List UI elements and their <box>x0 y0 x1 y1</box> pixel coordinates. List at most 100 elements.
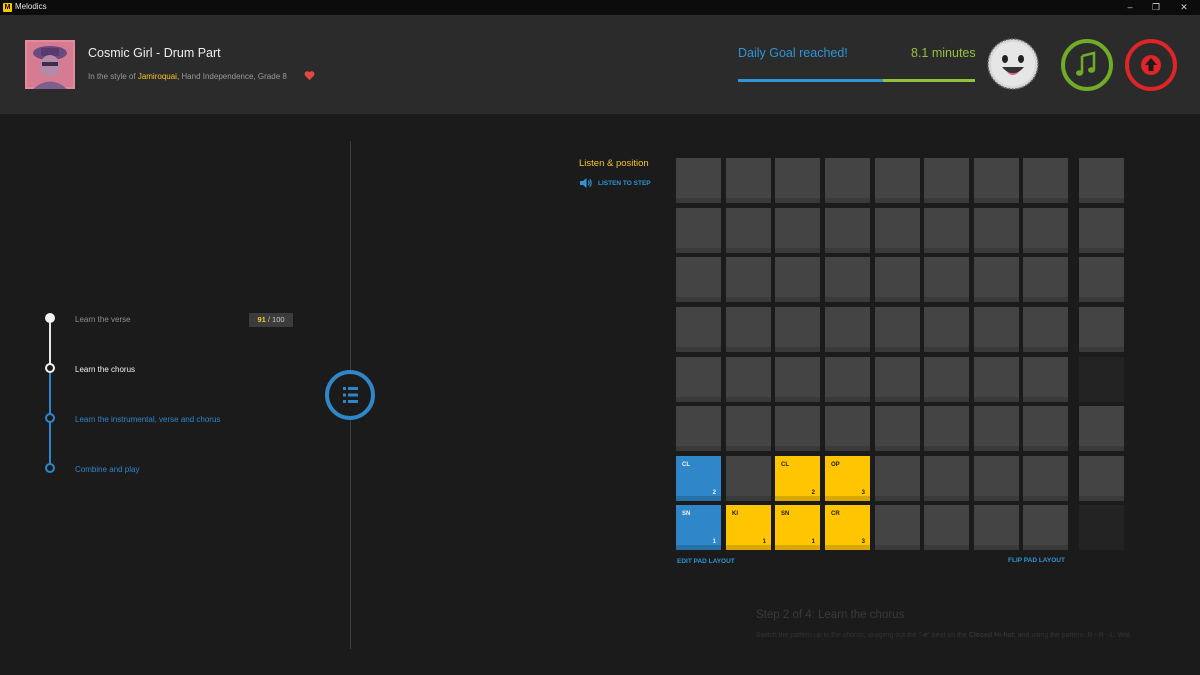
step-heading: Step 2 of 4: Learn the chorus <box>756 609 905 621</box>
pad[interactable] <box>825 357 870 402</box>
pad[interactable] <box>924 456 969 501</box>
pad[interactable] <box>1023 307 1068 352</box>
pad[interactable] <box>676 307 721 352</box>
pad[interactable] <box>1023 208 1068 253</box>
side-pad[interactable] <box>1079 406 1124 451</box>
heart-icon[interactable] <box>304 70 315 81</box>
side-pad[interactable] <box>1079 505 1124 550</box>
step-combine-play[interactable]: Combine and play <box>75 465 140 474</box>
pad[interactable] <box>924 208 969 253</box>
pad[interactable] <box>775 307 820 352</box>
pad[interactable] <box>875 505 920 550</box>
pad[interactable] <box>974 505 1019 550</box>
side-pad[interactable] <box>1079 257 1124 302</box>
minimize-button[interactable]: – <box>1127 2 1133 12</box>
pad[interactable] <box>875 456 920 501</box>
pad[interactable] <box>775 208 820 253</box>
pad[interactable] <box>726 208 771 253</box>
pad[interactable] <box>676 406 721 451</box>
pad[interactable] <box>676 257 721 302</box>
pad[interactable] <box>924 257 969 302</box>
pad[interactable] <box>875 158 920 203</box>
pad-label: CR <box>831 511 840 517</box>
pad-cl[interactable]: CL 2 <box>676 456 721 501</box>
pad[interactable] <box>974 208 1019 253</box>
artist-link[interactable]: Jamiroquai, <box>137 72 180 81</box>
pad[interactable] <box>974 307 1019 352</box>
step-learn-instrumental[interactable]: Learn the instrumental, verse and chorus <box>75 415 221 424</box>
pad-cr[interactable]: CR 3 <box>825 505 870 550</box>
close-button[interactable]: ✕ <box>1180 2 1188 12</box>
pad-sn[interactable]: SN 1 <box>775 505 820 550</box>
pad[interactable] <box>974 257 1019 302</box>
step-list-button[interactable] <box>325 370 375 420</box>
song-title: Cosmic Girl - Drum Part <box>88 46 221 60</box>
pad[interactable] <box>676 208 721 253</box>
pad[interactable] <box>775 257 820 302</box>
pad[interactable] <box>1023 456 1068 501</box>
pad[interactable] <box>875 307 920 352</box>
pad[interactable] <box>726 406 771 451</box>
side-pad[interactable] <box>1079 456 1124 501</box>
music-note-icon <box>1076 51 1096 76</box>
pad[interactable] <box>825 307 870 352</box>
pad[interactable] <box>974 456 1019 501</box>
pad[interactable] <box>825 257 870 302</box>
music-button[interactable] <box>1061 39 1113 91</box>
listen-title: Listen & position <box>579 158 649 169</box>
side-pad[interactable] <box>1079 208 1124 253</box>
side-pad[interactable] <box>1079 357 1124 402</box>
step-learn-verse[interactable]: Learn the verse <box>75 315 131 324</box>
flip-pad-layout-link[interactable]: FLIP PAD LAYOUT <box>1008 557 1065 564</box>
pad-ki[interactable]: KI 1 <box>726 505 771 550</box>
maximize-button[interactable]: ❐ <box>1151 2 1161 12</box>
pad[interactable] <box>676 357 721 402</box>
pad[interactable] <box>924 505 969 550</box>
pad[interactable] <box>775 158 820 203</box>
pad[interactable] <box>726 257 771 302</box>
listen-to-step-link[interactable]: LISTEN TO STEP <box>598 180 651 187</box>
pad[interactable] <box>875 357 920 402</box>
pad[interactable] <box>676 158 721 203</box>
header: Cosmic Girl - Drum Part In the style of … <box>0 15 1200 114</box>
pad[interactable] <box>726 456 771 501</box>
pad[interactable] <box>974 357 1019 402</box>
side-pad[interactable] <box>1079 158 1124 203</box>
pad[interactable] <box>924 357 969 402</box>
pad[interactable] <box>875 257 920 302</box>
goal-progress-bar <box>738 79 975 82</box>
pad[interactable] <box>1023 357 1068 402</box>
pad[interactable] <box>924 158 969 203</box>
goal-minutes: 8.1 minutes <box>911 46 976 60</box>
pad[interactable] <box>825 208 870 253</box>
pad[interactable] <box>924 406 969 451</box>
pad[interactable] <box>775 406 820 451</box>
pad[interactable] <box>875 406 920 451</box>
pad[interactable] <box>924 307 969 352</box>
pad[interactable] <box>974 158 1019 203</box>
pad[interactable] <box>1023 505 1068 550</box>
pad[interactable] <box>875 208 920 253</box>
goal-progress-blue <box>738 79 883 82</box>
pad[interactable] <box>775 357 820 402</box>
mascot-face-icon[interactable] <box>987 38 1039 90</box>
pad[interactable] <box>825 406 870 451</box>
pad[interactable] <box>1023 406 1068 451</box>
pad-cl[interactable]: CL 2 <box>775 456 820 501</box>
side-pad[interactable] <box>1079 307 1124 352</box>
pad[interactable] <box>825 158 870 203</box>
step-learn-chorus[interactable]: Learn the chorus <box>75 365 136 374</box>
pad-op[interactable]: OP 3 <box>825 456 870 501</box>
daily-goal-text: Daily Goal reached! <box>738 46 848 60</box>
pad[interactable] <box>974 406 1019 451</box>
pad-sn[interactable]: SN 1 <box>676 505 721 550</box>
upload-button[interactable] <box>1125 39 1177 91</box>
pad[interactable] <box>726 307 771 352</box>
speaker-icon[interactable] <box>579 177 593 189</box>
pad[interactable] <box>1023 158 1068 203</box>
pad[interactable] <box>726 158 771 203</box>
pad[interactable] <box>726 357 771 402</box>
pad[interactable] <box>1023 257 1068 302</box>
edit-pad-layout-link[interactable]: EDIT PAD LAYOUT <box>677 558 735 565</box>
